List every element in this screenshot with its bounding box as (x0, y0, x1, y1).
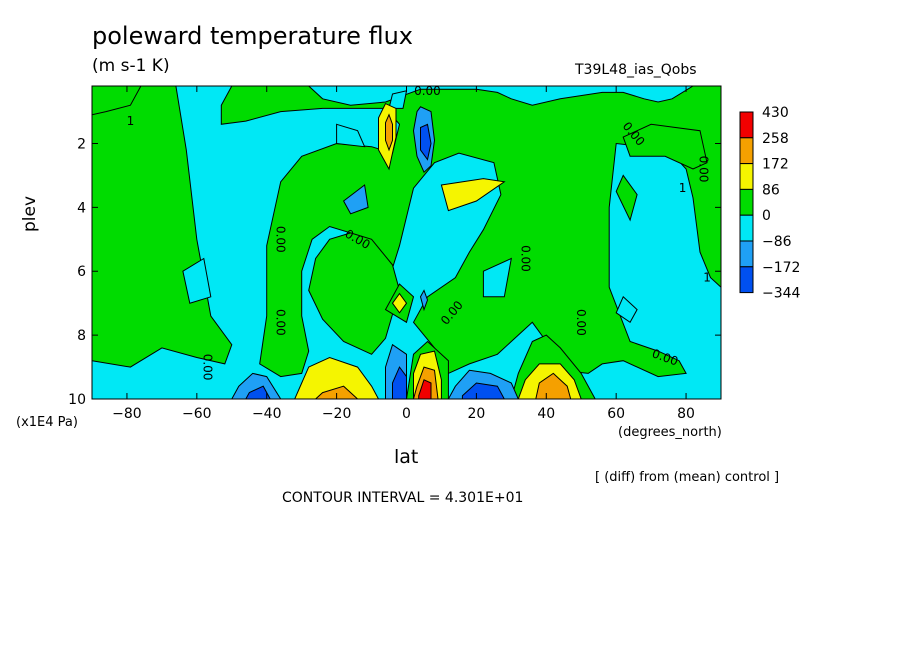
run-label: T39L48_ias_Qobs (575, 62, 697, 78)
colorbar-swatch-3 (739, 188, 754, 216)
y-tick-label-0: 2 (77, 136, 86, 152)
colorbar-level-4: 0 (762, 208, 771, 224)
contour-region-13 (615, 295, 638, 324)
contour-fills (92, 86, 721, 399)
contour-region-19 (391, 292, 408, 314)
contour-region-12 (336, 123, 366, 148)
colorbar-swatch-4 (739, 214, 754, 242)
contour-region-30 (419, 289, 429, 312)
y-axis: 2 4 6 8 10 (68, 136, 721, 408)
contour-label-2: 0.00 (274, 309, 288, 336)
x-axis-label: lat (394, 446, 419, 468)
x-tick-label-4: 0 (402, 406, 411, 422)
colorbar-swatch-5 (739, 240, 754, 268)
colorbar-level-0: 430 (762, 105, 789, 121)
contour-region-9 (622, 123, 708, 170)
contour-region-26 (418, 379, 432, 399)
colorbar-level-1: 258 (762, 131, 789, 147)
colorbar-swatch-6 (739, 266, 754, 294)
x-axis: −80 −60 −40 −20 0 20 40 60 80 (112, 86, 695, 422)
contour-mark-2: 1 (703, 271, 711, 285)
y-tick-label-3: 8 (77, 328, 86, 344)
contour-label-9: 0.00 (697, 156, 711, 183)
contour-region-2 (92, 86, 142, 116)
chart-units: (m s-1 K) (92, 56, 170, 76)
contour-mark-1: 1 (679, 181, 687, 195)
chart-title: poleward temperature flux (92, 22, 414, 50)
contour-region-33 (231, 372, 282, 399)
x-tick-label-5: 20 (467, 406, 485, 422)
contour-interval: CONTOUR INTERVAL = 4.301E+01 (282, 490, 524, 506)
y-tick-label-1: 4 (77, 200, 86, 216)
contour-region-3 (220, 86, 721, 378)
contour-region-4 (308, 232, 401, 355)
contour-region-20 (294, 356, 380, 399)
contour-region-28 (420, 123, 432, 161)
contour-region-11 (388, 90, 408, 109)
contour-region-29 (342, 184, 369, 215)
y-tick-label-4: 10 (68, 392, 86, 408)
contour-label-7: 0.00 (574, 309, 588, 336)
contour-region-10 (615, 174, 638, 222)
contour-region-14 (482, 257, 512, 298)
diff-note: [ (diff) from (mean) control ] (595, 470, 780, 485)
colorbar-swatch-2 (739, 163, 754, 190)
x-tick-label-8: 80 (677, 406, 695, 422)
colorbar-swatch-1 (739, 137, 754, 165)
contour-region-34 (245, 385, 271, 399)
contour-mark-0: 1 (127, 114, 135, 128)
contour-label-6: 0.00 (518, 245, 532, 272)
x-tick-label-1: −60 (182, 406, 212, 422)
colorbar-level-6: −172 (762, 260, 800, 276)
x-tick-label-0: −80 (112, 406, 142, 422)
contour-region-18 (440, 178, 506, 212)
contour-region-36 (461, 382, 505, 399)
contour-label-0: 0.00 (414, 84, 441, 98)
colorbar-level-2: 172 (762, 157, 789, 173)
colorbar-level-7: −344 (762, 286, 801, 302)
contour-region-15 (182, 257, 212, 304)
contour-label-3: 0.00 (200, 354, 214, 381)
colorbar: 430 258 172 86 0 −86 −172 −344 (739, 105, 801, 302)
contour-label-1: 0.00 (274, 226, 288, 253)
colorbar-swatch-0 (739, 111, 754, 139)
y-axis-units: (x1E4 Pa) (16, 415, 78, 430)
colorbar-level-5: −86 (762, 234, 792, 250)
x-tick-label-7: 60 (607, 406, 625, 422)
y-tick-label-2: 6 (77, 264, 86, 280)
contour-region-32 (392, 366, 407, 399)
colorbar-level-3: 86 (762, 182, 780, 198)
contour-region-21 (314, 385, 359, 399)
x-tick-label-6: 40 (537, 406, 555, 422)
x-tick-label-2: −40 (252, 406, 282, 422)
x-tick-label-3: −20 (322, 406, 352, 422)
contour-region-23 (535, 372, 572, 399)
contour-region-17 (385, 113, 393, 152)
x-axis-units: (degrees_north) (618, 425, 722, 440)
